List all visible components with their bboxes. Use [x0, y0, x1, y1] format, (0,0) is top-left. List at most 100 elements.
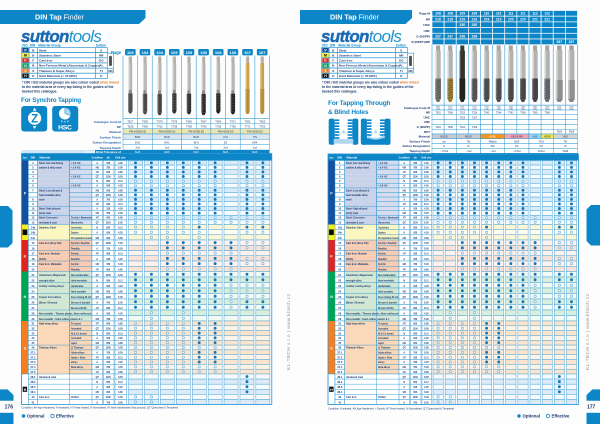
svg-text:HT: HT: [403, 372, 407, 374]
svg-text:T34a: T34a: [497, 108, 502, 110]
svg-text:37.3: 37.3: [337, 360, 343, 364]
svg-text:Fe based: Fe based: [71, 324, 82, 326]
svg-text:alloys: alloys: [71, 362, 78, 364]
svg-text:G (BSPP): G (BSPP): [416, 35, 430, 39]
svg-text:16: 16: [338, 246, 341, 250]
svg-text:107: 107: [244, 50, 251, 55]
svg-text:Steel: High alloyed: Steel: High alloyed: [346, 208, 368, 211]
svg-text:37.3: 37.3: [30, 360, 36, 364]
svg-text:Steel: Low alloyed &: Steel: Low alloyed &: [39, 189, 63, 192]
svg-text:6.80: 6.80: [118, 392, 123, 394]
svg-text:T365: T365: [521, 107, 525, 109]
svg-text:TI: TI: [400, 69, 403, 73]
svg-text:20: 20: [32, 267, 35, 271]
svg-text:T571: T571: [230, 120, 236, 124]
svg-text:9: 9: [32, 202, 34, 206]
svg-text:to the material area of every: to the material area of every tap listin…: [322, 85, 414, 89]
svg-text:5.00: 5.00: [118, 297, 123, 299]
svg-text:Alpha + Beta: Alpha + Beta: [378, 356, 393, 359]
svg-text:900: 900: [106, 172, 111, 174]
svg-text:620: 620: [413, 233, 418, 235]
svg-text:900: 900: [413, 172, 418, 174]
svg-text:10.2: 10.2: [118, 254, 123, 256]
svg-text:6.80: 6.80: [424, 372, 429, 374]
svg-text:620: 620: [106, 186, 111, 188]
svg-text:Tapping Depth: Tapping Depth: [409, 149, 430, 153]
svg-text:Catalogue Code M: Catalogue Code M: [404, 106, 431, 110]
svg-text:N: N: [324, 64, 327, 68]
svg-text:10.2: 10.2: [424, 204, 429, 206]
svg-text:830: 830: [106, 204, 111, 206]
svg-text:6: 6: [32, 184, 34, 188]
svg-text:Titanium Alloys: Titanium Alloys: [39, 347, 57, 350]
svg-text:T771: T771: [245, 124, 251, 128]
svg-text:10.2: 10.2: [424, 227, 429, 229]
svg-text:T530: T530: [142, 124, 148, 128]
svg-text:5.00: 5.00: [118, 243, 123, 245]
svg-text:238: 238: [460, 34, 466, 38]
svg-text:PM-HSSE E5: PM-HSSE E5: [247, 130, 263, 134]
svg-text:QT: QT: [403, 397, 407, 399]
svg-text:HT: HT: [403, 218, 407, 220]
svg-text:4.20: 4.20: [424, 258, 429, 261]
svg-text:T323: T323: [460, 116, 466, 119]
svg-text:108: 108: [447, 12, 453, 16]
svg-text:1200: 1200: [106, 195, 112, 197]
svg-text:4.20: 4.20: [118, 232, 123, 235]
svg-text:TI: TI: [100, 69, 103, 73]
svg-text:T750: T750: [230, 124, 236, 128]
svg-text:6.80: 6.80: [424, 324, 429, 326]
svg-text:T601: T601: [557, 107, 561, 109]
svg-text:16: 16: [32, 246, 35, 250]
svg-text:237: 237: [435, 34, 441, 38]
svg-text:14c: 14c: [31, 236, 36, 240]
svg-text:(tool) steel: (tool) steel: [346, 212, 358, 215]
svg-text:10: 10: [338, 207, 341, 211]
svg-text:T60a: T60a: [557, 108, 562, 110]
svg-text:950: 950: [413, 392, 418, 394]
svg-text:A: A: [96, 198, 98, 201]
svg-text:8.50: 8.50: [118, 402, 123, 404]
svg-text:HB: HB: [403, 291, 407, 293]
svg-text:T346: T346: [496, 112, 502, 115]
svg-text:A: A: [96, 401, 98, 404]
svg-text:900: 900: [106, 269, 111, 271]
svg-text:8.50: 8.50: [118, 275, 123, 277]
svg-text:Duplex: Duplex: [378, 233, 386, 235]
svg-text:11: 11: [338, 211, 341, 215]
svg-text:wrought alloy: wrought alloy: [39, 279, 55, 282]
svg-text:Material: Material: [419, 135, 431, 139]
svg-text:P: P: [24, 48, 27, 52]
svg-text:112: 112: [532, 12, 537, 16]
svg-text:carbon & alloy steel: carbon & alloy steel: [39, 166, 62, 169]
svg-text:HSS-E PM: HSS-E PM: [511, 136, 523, 139]
svg-text:8.50: 8.50: [424, 402, 429, 404]
svg-text:1100: 1100: [106, 222, 112, 224]
svg-text:218: 218: [435, 17, 441, 21]
svg-text:530: 530: [106, 362, 111, 364]
svg-text:21: 21: [338, 273, 341, 277]
svg-text:104: 104: [156, 50, 163, 55]
svg-text:900: 900: [106, 324, 111, 326]
svg-text:8.50: 8.50: [118, 199, 123, 201]
svg-text:780: 780: [106, 319, 111, 321]
svg-text:(.) Titanium: (.) Titanium: [378, 347, 390, 350]
svg-text:8.50: 8.50: [118, 248, 123, 250]
svg-text:HT: HT: [96, 357, 100, 359]
svg-text:T529: T529: [142, 120, 148, 124]
svg-text:6.80: 6.80: [424, 190, 429, 192]
svg-text:HB: HB: [403, 167, 407, 169]
svg-text:NP: NP: [117, 125, 121, 129]
svg-text:< 0.6 %C: < 0.6 %C: [378, 176, 388, 179]
svg-text:26: 26: [32, 300, 35, 304]
svg-text:< 0.4 %C: < 0.4 %C: [71, 162, 81, 165]
svg-text:5: 5: [32, 179, 34, 183]
svg-text:35: 35: [32, 341, 35, 345]
svg-text:112: 112: [545, 12, 550, 16]
svg-text:10.2: 10.2: [118, 382, 123, 384]
svg-text:950: 950: [106, 238, 111, 240]
svg-text:Bronze (30 Ni): Bronze (30 Ni): [71, 308, 87, 310]
svg-text:suttontools: suttontools: [21, 27, 102, 46]
svg-text:Cast Iron: Cast Iron: [39, 59, 53, 63]
svg-text:Sutton: Sutton: [96, 43, 106, 47]
